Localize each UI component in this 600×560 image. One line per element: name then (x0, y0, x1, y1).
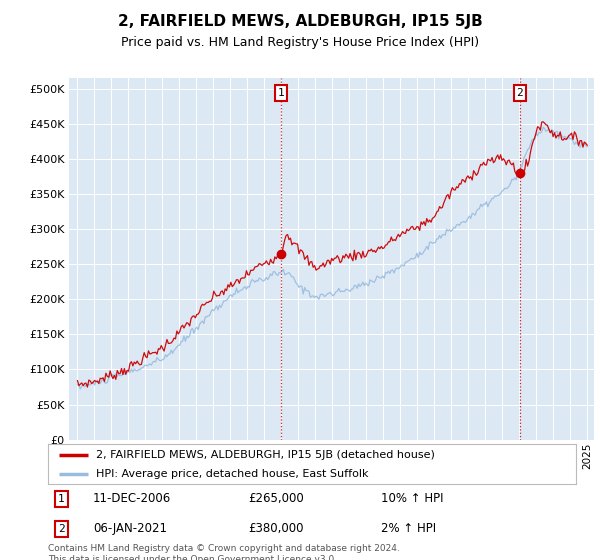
Text: 2, FAIRFIELD MEWS, ALDEBURGH, IP15 5JB: 2, FAIRFIELD MEWS, ALDEBURGH, IP15 5JB (118, 14, 482, 29)
Text: 11-DEC-2006: 11-DEC-2006 (93, 492, 171, 506)
Text: Price paid vs. HM Land Registry's House Price Index (HPI): Price paid vs. HM Land Registry's House … (121, 36, 479, 49)
Text: £265,000: £265,000 (248, 492, 304, 506)
Text: 2: 2 (517, 88, 523, 98)
Text: £380,000: £380,000 (248, 522, 304, 535)
Text: 2, FAIRFIELD MEWS, ALDEBURGH, IP15 5JB (detached house): 2, FAIRFIELD MEWS, ALDEBURGH, IP15 5JB (… (95, 450, 434, 460)
Text: 10% ↑ HPI: 10% ↑ HPI (380, 492, 443, 506)
Text: 2% ↑ HPI: 2% ↑ HPI (380, 522, 436, 535)
Text: Contains HM Land Registry data © Crown copyright and database right 2024.
This d: Contains HM Land Registry data © Crown c… (48, 544, 400, 560)
Text: 1: 1 (277, 88, 284, 98)
Text: 06-JAN-2021: 06-JAN-2021 (93, 522, 167, 535)
Text: 1: 1 (58, 494, 65, 504)
Text: 2: 2 (58, 524, 65, 534)
Text: HPI: Average price, detached house, East Suffolk: HPI: Average price, detached house, East… (95, 469, 368, 479)
